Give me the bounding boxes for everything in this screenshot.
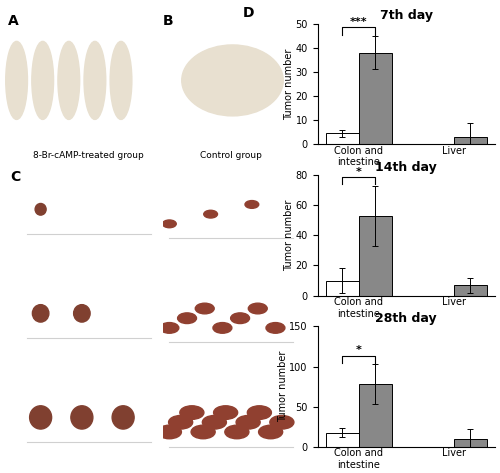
Ellipse shape — [110, 42, 132, 120]
Ellipse shape — [178, 313, 197, 324]
Ellipse shape — [160, 323, 179, 333]
Bar — [326, 432, 359, 447]
Y-axis label: Tumor number: Tumor number — [284, 48, 294, 120]
Text: C: C — [10, 170, 20, 184]
Ellipse shape — [196, 303, 214, 314]
Bar — [326, 280, 359, 296]
Bar — [454, 137, 487, 144]
Ellipse shape — [270, 415, 294, 429]
Ellipse shape — [74, 305, 90, 322]
Ellipse shape — [248, 406, 272, 420]
Y-axis label: Tumor number: Tumor number — [278, 351, 288, 422]
Text: *: * — [356, 345, 362, 355]
Text: *: * — [356, 166, 362, 176]
Ellipse shape — [266, 323, 285, 333]
Text: D: D — [243, 6, 254, 19]
Ellipse shape — [71, 406, 93, 429]
Ellipse shape — [35, 203, 46, 215]
Bar — [454, 285, 487, 296]
Bar — [326, 133, 359, 144]
Bar — [359, 216, 392, 296]
Ellipse shape — [6, 42, 28, 120]
Ellipse shape — [248, 303, 267, 314]
Bar — [359, 53, 392, 144]
Title: 8-Br-cAMP-treated group: 8-Br-cAMP-treated group — [34, 151, 144, 160]
Ellipse shape — [258, 425, 282, 439]
Ellipse shape — [191, 425, 215, 439]
Ellipse shape — [158, 425, 182, 439]
Bar — [359, 384, 392, 447]
Title: 14th day: 14th day — [376, 161, 437, 174]
Ellipse shape — [182, 45, 283, 116]
Ellipse shape — [58, 42, 80, 120]
Text: B: B — [163, 14, 173, 28]
Text: ***: *** — [350, 17, 368, 26]
Ellipse shape — [84, 42, 106, 120]
Ellipse shape — [112, 406, 134, 429]
Title: 28th day: 28th day — [376, 312, 437, 325]
Ellipse shape — [180, 406, 204, 420]
Text: A: A — [8, 14, 18, 28]
Bar — [454, 439, 487, 447]
Title: 7th day: 7th day — [380, 9, 433, 23]
Y-axis label: Tumor number: Tumor number — [284, 200, 294, 271]
Ellipse shape — [30, 406, 52, 429]
Title: Control group: Control group — [200, 151, 262, 160]
Ellipse shape — [168, 415, 192, 429]
Ellipse shape — [236, 415, 260, 429]
Ellipse shape — [204, 210, 218, 218]
Ellipse shape — [162, 220, 176, 228]
Ellipse shape — [32, 42, 54, 120]
Ellipse shape — [32, 305, 49, 322]
Ellipse shape — [230, 313, 250, 324]
Ellipse shape — [213, 323, 232, 333]
Ellipse shape — [225, 425, 249, 439]
Ellipse shape — [202, 415, 226, 429]
Ellipse shape — [214, 406, 238, 420]
Ellipse shape — [245, 201, 259, 208]
